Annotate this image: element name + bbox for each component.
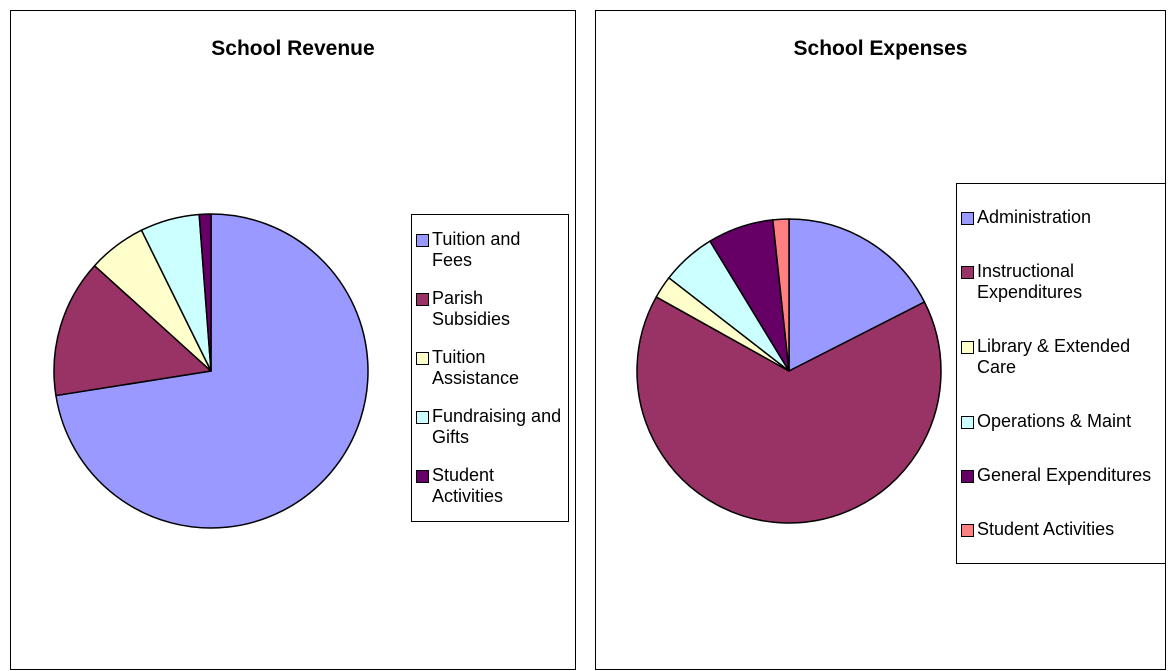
legend-swatch (961, 470, 974, 484)
pie (636, 218, 942, 524)
legend-swatch (961, 265, 974, 279)
legend-swatch (961, 524, 974, 538)
legend-label: Tuition Assistance (432, 346, 520, 388)
legend-label: Student Activities (432, 464, 504, 506)
pie (53, 213, 369, 529)
chart-panel: School Expenses Administration Instructio… (595, 10, 1166, 670)
legend-item: Instructional Expenditures (961, 261, 1161, 303)
legend-item: Tuition and Fees (416, 229, 564, 271)
pie-slice (636, 296, 942, 524)
legend-item: Parish Subsidies (416, 288, 564, 330)
legend-swatch (416, 469, 429, 483)
legend-swatch (416, 410, 429, 424)
legend-label: Operations & Maint (977, 411, 1132, 432)
chart-title: School Revenue (211, 37, 375, 60)
pie-slice (53, 264, 212, 397)
legend-label: Fundraising and Gifts (432, 405, 562, 447)
legend-item: General Expenditures (961, 465, 1161, 486)
legend-item: Library & Extended Care (961, 336, 1161, 378)
pie-slice (198, 213, 212, 372)
legend-item: Student Activities (961, 519, 1161, 540)
legend-label: General Expenditures (977, 465, 1152, 486)
legend: Administration Instructional Expenditures… (956, 183, 1166, 564)
legend-label: Administration (977, 206, 1092, 227)
legend-swatch (961, 416, 974, 430)
legend: Tuition and Fees Parish Subsidies Tuition … (411, 214, 569, 522)
chart-panel: School Revenue Tuition and Fees Parish Su… (10, 10, 576, 670)
legend-swatch (416, 293, 429, 307)
page: School Revenue Tuition and Fees Parish Su… (10, 10, 1166, 670)
pie-slice (772, 218, 790, 372)
pie-slice (55, 213, 369, 529)
legend-label: Tuition and Fees (432, 229, 521, 271)
chart-title: School Expenses (793, 37, 968, 60)
legend-item: Tuition Assistance (416, 347, 564, 389)
legend-label: Student Activities (977, 519, 1115, 540)
legend-swatch (416, 234, 429, 248)
legend-swatch (961, 211, 974, 225)
legend-item: Student Activities (416, 465, 564, 507)
legend-item: Fundraising and Gifts (416, 406, 564, 448)
legend-swatch (416, 351, 429, 365)
legend-item: Operations & Maint (961, 411, 1161, 432)
pie-slice (788, 218, 926, 372)
legend-item: Administration (961, 207, 1161, 228)
legend-label: Parish Subsidies (432, 288, 511, 330)
legend-label: Library & Extended Care (977, 335, 1131, 377)
legend-swatch (961, 340, 974, 354)
legend-label: Instructional Expenditures (977, 260, 1083, 302)
